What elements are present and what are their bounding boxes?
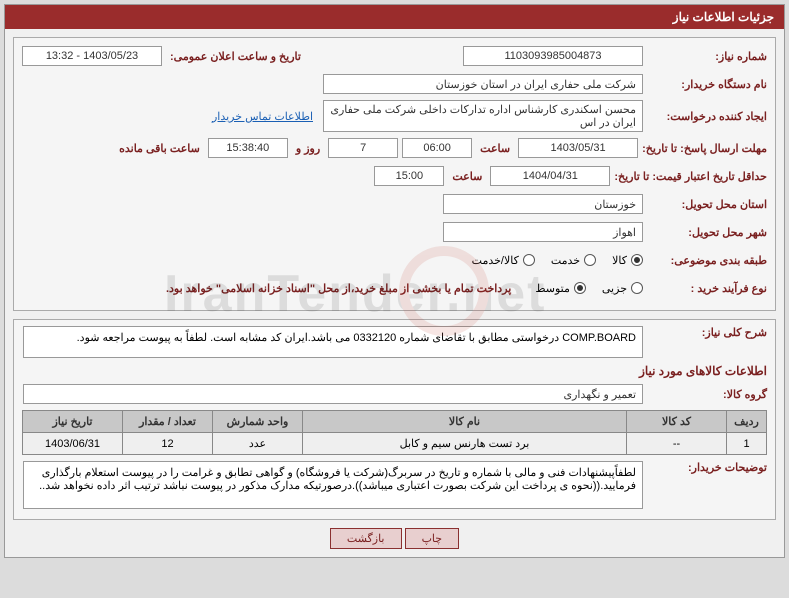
back-button[interactable]: بازگشت <box>330 528 402 549</box>
remain-field: 15:38:40 <box>208 138 288 158</box>
classification-label: طبقه بندی موضوعی: <box>647 254 767 267</box>
remain-label: ساعت باقی مانده <box>115 142 204 155</box>
radio-label: خدمت <box>551 254 580 267</box>
radio-label: کالا/خدمت <box>472 254 519 267</box>
province-field: خوزستان <box>443 194 643 214</box>
time-label-1: ساعت <box>476 142 514 155</box>
table-header: کد کالا <box>627 411 727 433</box>
days-label: روز و <box>292 142 324 155</box>
table-header: تعداد / مقدار <box>123 411 213 433</box>
radio-icon <box>584 254 596 266</box>
radio-label: کالا <box>612 254 627 267</box>
goods-group-label: گروه کالا: <box>647 388 767 401</box>
goods-table: ردیفکد کالانام کالاواحد شمارشتعداد / مقد… <box>22 410 767 455</box>
main-panel: شماره نیاز: 1103093985004873 تاریخ و ساع… <box>13 37 776 311</box>
process-option-1[interactable]: متوسط <box>535 282 586 295</box>
radio-icon <box>574 282 586 294</box>
window-title: جزئیات اطلاعات نیاز <box>5 5 784 29</box>
table-cell: عدد <box>213 433 303 455</box>
process-note: پرداخت تمام یا بخشی از مبلغ خرید،از محل … <box>166 282 511 295</box>
days-field: 7 <box>328 138 398 158</box>
button-bar: چاپ بازگشت <box>13 528 776 549</box>
table-header: تاریخ نیاز <box>23 411 123 433</box>
table-header: واحد شمارش <box>213 411 303 433</box>
table-cell: 1403/06/31 <box>23 433 123 455</box>
desc-panel: شرح کلی نیاز: COMP.BOARD درخواستی مطابق … <box>13 319 776 520</box>
buyer-notes-field: لطفاًپیشنهادات فنی و مالی با شماره و تار… <box>23 461 643 509</box>
buyer-org-field: شرکت ملی حفاری ایران در استان خوزستان <box>323 74 643 94</box>
validity-time-field: 15:00 <box>374 166 444 186</box>
process-label: نوع فرآیند خرید : <box>647 282 767 295</box>
deadline-date-field: 1403/05/31 <box>518 138 638 158</box>
province-label: استان محل تحویل: <box>647 198 767 211</box>
time-label-2: ساعت <box>448 170 486 183</box>
classification-radios: کالا خدمت کالا/خدمت <box>472 254 643 267</box>
radio-label: متوسط <box>535 282 570 295</box>
validity-date-field: 1404/04/31 <box>490 166 610 186</box>
process-option-0[interactable]: جزیی <box>602 282 643 295</box>
table-header: ردیف <box>727 411 767 433</box>
classification-option-1[interactable]: خدمت <box>551 254 596 267</box>
radio-icon <box>631 254 643 266</box>
table-cell: 12 <box>123 433 213 455</box>
buyer-notes-label: توضیحات خریدار: <box>647 461 767 474</box>
buyer-org-label: نام دستگاه خریدار: <box>647 78 767 91</box>
deadline-time-field: 06:00 <box>402 138 472 158</box>
city-label: شهر محل تحویل: <box>647 226 767 239</box>
table-header: نام کالا <box>303 411 627 433</box>
details-window: جزئیات اطلاعات نیاز شماره نیاز: 11030939… <box>4 4 785 558</box>
classification-option-0[interactable]: کالا <box>612 254 643 267</box>
need-no-field: 1103093985004873 <box>463 46 643 66</box>
desc-label: شرح کلی نیاز: <box>647 326 767 339</box>
validity-label: حداقل تاریخ اعتبار قیمت: تا تاریخ: <box>614 170 767 183</box>
deadline-label: مهلت ارسال پاسخ: تا تاریخ: <box>642 142 767 155</box>
table-cell: -- <box>627 433 727 455</box>
desc-field: COMP.BOARD درخواستی مطابق با تقاضای شمار… <box>23 326 643 358</box>
goods-group-field: تعمیر و نگهداری <box>23 384 643 404</box>
requester-field: محسن اسکندری کارشناس اداره تدارکات داخلی… <box>323 100 643 132</box>
classification-option-2[interactable]: کالا/خدمت <box>472 254 535 267</box>
announce-label: تاریخ و ساعت اعلان عمومی: <box>166 50 305 63</box>
contact-link[interactable]: اطلاعات تماس خریدار <box>212 110 313 123</box>
need-no-label: شماره نیاز: <box>647 50 767 63</box>
radio-label: جزیی <box>602 282 627 295</box>
print-button[interactable]: چاپ <box>405 528 460 549</box>
process-radios: جزیی متوسط <box>535 282 643 295</box>
goods-info-title: اطلاعات کالاهای مورد نیاز <box>22 364 767 378</box>
table-cell: برد تست هارنس سیم و کابل <box>303 433 627 455</box>
requester-label: ایجاد کننده درخواست: <box>647 110 767 123</box>
table-cell: 1 <box>727 433 767 455</box>
radio-icon <box>631 282 643 294</box>
table-row: 1--برد تست هارنس سیم و کابلعدد121403/06/… <box>23 433 767 455</box>
radio-icon <box>523 254 535 266</box>
city-field: اهواز <box>443 222 643 242</box>
announce-field: 1403/05/23 - 13:32 <box>22 46 162 66</box>
